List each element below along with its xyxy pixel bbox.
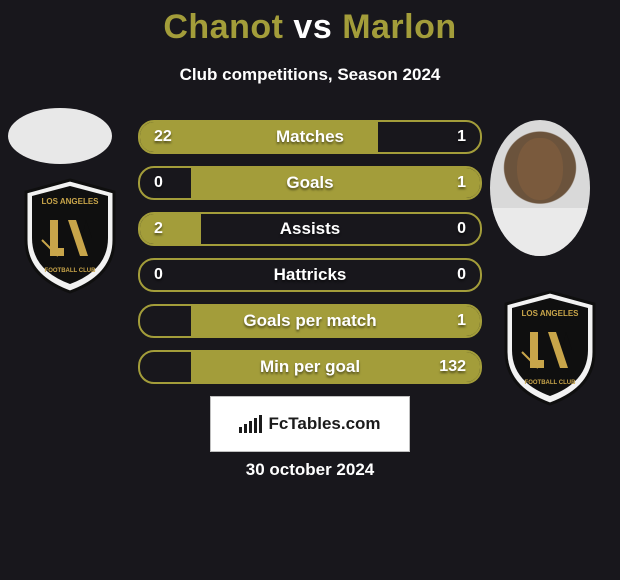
title-vs: vs [293, 8, 332, 46]
stat-value-left: 0 [154, 266, 163, 284]
stats-area: 22 Matches 1 0 Goals 1 2 Assists 0 0 Hattricks 0 Goa… [138, 120, 482, 396]
stat-value-left: 0 [154, 174, 163, 192]
stat-label: Assists [280, 219, 340, 239]
stat-value-right: 1 [457, 312, 466, 330]
lafc-badge-icon: LOS ANGELES FOOTBALL CLUB [500, 290, 600, 406]
bar-chart-icon [239, 415, 262, 433]
stat-row: 2 Assists 0 [138, 212, 482, 246]
bar-icon-column [254, 418, 257, 433]
player2-avatar [490, 120, 590, 256]
stat-value-right: 1 [457, 174, 466, 192]
stat-row: 22 Matches 1 [138, 120, 482, 154]
stat-row: 0 Hattricks 0 [138, 258, 482, 292]
stat-row: Goals per match 1 [138, 304, 482, 338]
subtitle: Club competitions, Season 2024 [0, 65, 620, 85]
player1-avatar [8, 108, 112, 164]
bar-icon-column [259, 415, 262, 433]
lafc-badge-icon: LOS ANGELES FOOTBALL CLUB [20, 178, 120, 294]
stat-value-left: 2 [154, 220, 163, 238]
player2-shirt [490, 208, 590, 256]
date-line: 30 october 2024 [0, 460, 620, 480]
stat-value-right: 1 [457, 128, 466, 146]
bar-icon-column [239, 427, 242, 433]
lafc-text-bottom: FOOTBALL CLUB [525, 380, 577, 386]
stat-row: Min per goal 132 [138, 350, 482, 384]
fctables-badge[interactable]: FcTables.com [210, 396, 410, 452]
stat-fill-left [140, 214, 201, 244]
page-title: Chanot vs Marlon [0, 0, 620, 47]
lafc-text-top: LOS ANGELES [41, 197, 99, 206]
stat-fill-right [191, 168, 480, 198]
stat-label: Min per goal [260, 357, 360, 377]
stat-label: Goals per match [243, 311, 376, 331]
title-player2: Marlon [342, 8, 456, 46]
player2-club-logo: LOS ANGELES FOOTBALL CLUB [500, 290, 600, 406]
title-player1: Chanot [163, 8, 283, 46]
bar-icon-column [244, 424, 247, 433]
stat-label: Goals [286, 173, 333, 193]
player2-face [517, 138, 563, 200]
stat-value-left: 22 [154, 128, 172, 146]
stat-value-right: 0 [457, 220, 466, 238]
player1-club-logo: LOS ANGELES FOOTBALL CLUB [20, 178, 120, 294]
stat-value-right: 0 [457, 266, 466, 284]
lafc-text-top: LOS ANGELES [521, 309, 579, 318]
stat-row: 0 Goals 1 [138, 166, 482, 200]
fctables-text: FcTables.com [268, 414, 380, 434]
stat-label: Matches [276, 127, 344, 147]
lafc-text-bottom: FOOTBALL CLUB [45, 268, 97, 274]
stat-label: Hattricks [274, 265, 347, 285]
stat-value-right: 132 [439, 358, 466, 376]
bar-icon-column [249, 421, 252, 433]
